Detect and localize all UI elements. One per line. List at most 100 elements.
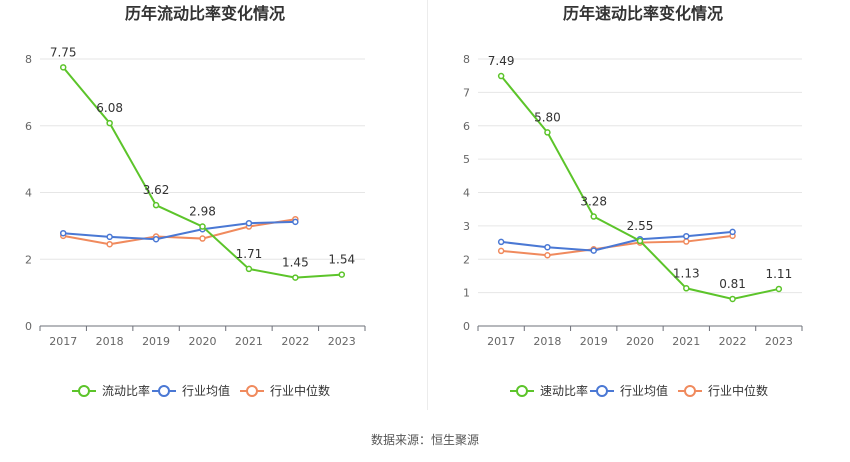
- legend-item[interactable]: 行业中位数: [678, 383, 768, 398]
- x-tick-label: 2021: [235, 335, 263, 348]
- data-point[interactable]: [106, 119, 113, 127]
- x-tick-label: 2019: [580, 335, 608, 348]
- x-tick-label: 2017: [49, 335, 77, 348]
- data-point[interactable]: [683, 285, 690, 292]
- data-point[interactable]: [292, 218, 299, 226]
- y-tick-label: 0: [25, 320, 32, 333]
- data-label: 6.08: [96, 101, 123, 115]
- data-label: 0.81: [719, 277, 746, 291]
- y-tick-label: 5: [463, 153, 470, 166]
- y-tick-label: 4: [25, 187, 32, 200]
- data-label: 1.13: [673, 266, 700, 280]
- series-2: [59, 218, 299, 243]
- data-label: 7.75: [50, 45, 77, 59]
- data-point[interactable]: [683, 238, 690, 245]
- chart-panel-1: 历年流动比率变化情况 0 2 4 6 8 2017 2018 2019 2020 2021 2022 2…: [25, 4, 366, 398]
- y-tick-label: 8: [463, 53, 470, 66]
- legend-item[interactable]: 行业中位数: [240, 383, 330, 398]
- x-tick-label: 2023: [765, 335, 793, 348]
- legend-marker: [516, 385, 528, 397]
- data-point[interactable]: [245, 219, 253, 227]
- x-tick-label: 2022: [719, 335, 747, 348]
- data-point[interactable]: [497, 247, 505, 255]
- x-tick-label: 2018: [533, 335, 561, 348]
- x-tick-label: 2017: [487, 335, 515, 348]
- chart-title: 历年流动比率变化情况: [125, 4, 285, 23]
- legend-label: 行业中位数: [270, 383, 330, 398]
- y-tick-label: 8: [25, 53, 32, 66]
- legend-label: 行业均值: [620, 383, 668, 398]
- x-tick-label: 2019: [142, 335, 170, 348]
- data-point[interactable]: [199, 223, 206, 230]
- data-point[interactable]: [590, 247, 597, 254]
- data-point[interactable]: [106, 240, 113, 248]
- data-label: 2.55: [627, 219, 654, 233]
- legend-label: 流动比率: [102, 383, 150, 398]
- data-point[interactable]: [544, 129, 551, 136]
- data-label: 7.49: [488, 54, 515, 68]
- y-tick-label: 2: [463, 253, 470, 266]
- series-line: [63, 220, 296, 241]
- data-point[interactable]: [59, 64, 67, 71]
- data-source-note: 数据来源：恒生聚源: [370, 433, 479, 447]
- data-point[interactable]: [590, 213, 597, 220]
- data-point[interactable]: [292, 274, 299, 281]
- y-tick-label: 0: [463, 320, 470, 333]
- data-label: 1.45: [282, 256, 309, 270]
- data-point[interactable]: [729, 295, 736, 303]
- y-tick-label: 1: [463, 287, 470, 300]
- legend-item[interactable]: 行业均值: [152, 383, 230, 398]
- data-point[interactable]: [544, 243, 551, 251]
- series-line: [62, 66, 342, 279]
- x-tick-label: 2020: [626, 335, 654, 348]
- data-label: 1.71: [236, 247, 263, 261]
- x-tick-label: 2022: [281, 335, 309, 348]
- y-tick-label: 4: [463, 187, 470, 200]
- data-point[interactable]: [775, 285, 783, 293]
- legend-item[interactable]: 行业均值: [590, 383, 668, 398]
- data-point[interactable]: [729, 228, 736, 236]
- data-point[interactable]: [152, 201, 160, 209]
- legend-marker: [78, 385, 90, 397]
- data-label: 1.11: [765, 267, 792, 281]
- data-label: 1.54: [328, 253, 355, 267]
- series-line: [63, 218, 296, 246]
- data-point[interactable]: [59, 229, 67, 237]
- x-tick-label: 2023: [328, 335, 356, 348]
- data-label: 2.98: [189, 205, 216, 219]
- series-2: [497, 228, 736, 254]
- data-label: 5.80: [534, 110, 561, 124]
- legend-label: 速动比率: [540, 383, 588, 398]
- legend-item[interactable]: 速动比率: [510, 383, 588, 398]
- y-tick-label: 7: [463, 86, 470, 99]
- y-tick-label: 6: [463, 120, 470, 133]
- legend-marker: [596, 385, 608, 397]
- data-point[interactable]: [683, 232, 690, 240]
- x-tick-label: 2021: [672, 335, 700, 348]
- data-point[interactable]: [497, 238, 505, 246]
- y-tick-label: 6: [25, 120, 32, 133]
- series-3: [59, 215, 299, 248]
- data-label: 3.28: [580, 195, 607, 209]
- legend-item[interactable]: 流动比率: [72, 383, 150, 398]
- data-point[interactable]: [152, 235, 160, 243]
- data-point[interactable]: [199, 235, 206, 242]
- data-point[interactable]: [636, 237, 644, 245]
- data-label: 3.62: [143, 183, 170, 197]
- data-point[interactable]: [106, 233, 113, 241]
- data-point[interactable]: [544, 251, 551, 259]
- legend-marker: [158, 385, 170, 397]
- data-point[interactable]: [497, 72, 505, 80]
- data-point[interactable]: [245, 265, 253, 273]
- legend-label: 行业中位数: [708, 383, 768, 398]
- data-point[interactable]: [338, 271, 346, 278]
- legend-marker: [684, 385, 696, 397]
- x-tick-label: 2020: [189, 335, 217, 348]
- chart-panel-2: 历年速动比率变化情况 0 1 2 3 4 5 6 7 8 2017 2018 2019 2020 2021 2…: [463, 4, 803, 398]
- chart-title: 历年速动比率变化情况: [563, 4, 723, 23]
- series-1: 7.49 5.80 3.28 2.55 1.13 0.81 1.11: [488, 54, 792, 303]
- y-tick-label: 3: [463, 220, 470, 233]
- legend: 速动比率 行业均值 行业中位数: [510, 383, 768, 398]
- legend: 流动比率 行业均值 行业中位数: [72, 383, 330, 398]
